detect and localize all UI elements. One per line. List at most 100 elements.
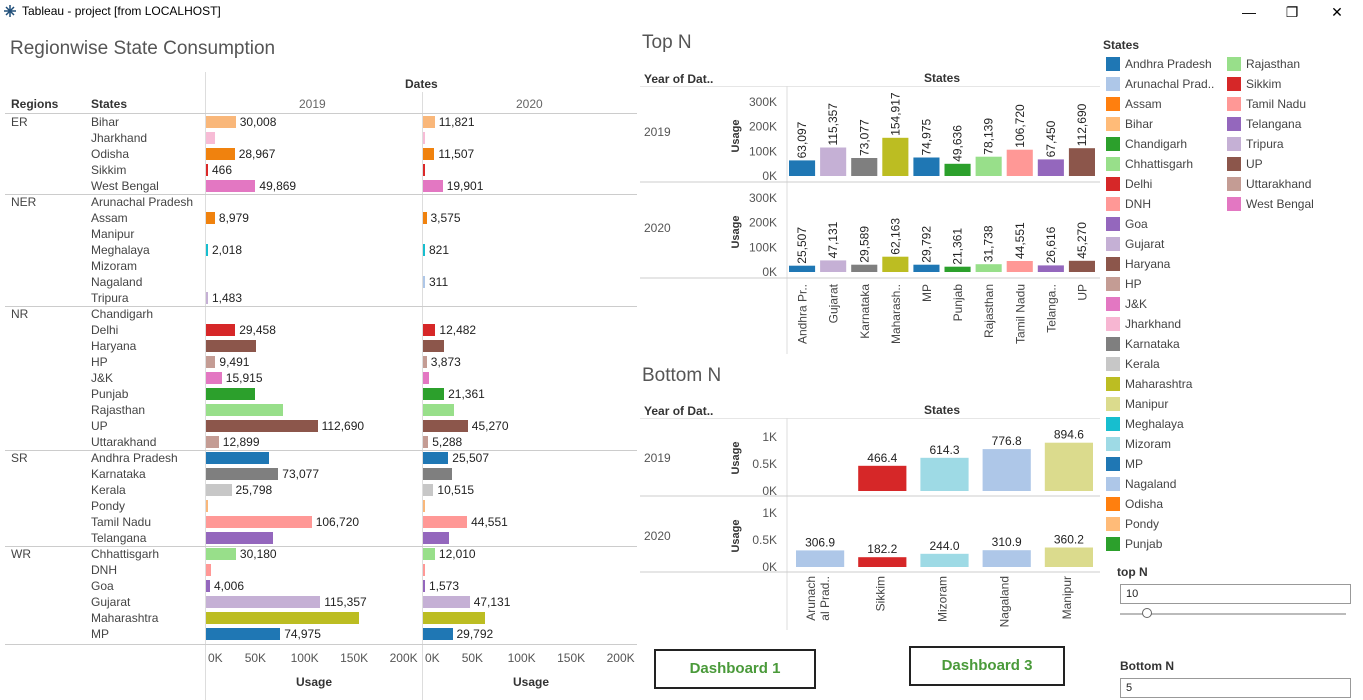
legend-label[interactable]: Punjab — [1125, 537, 1163, 551]
usage-bar[interactable] — [206, 612, 360, 624]
legend-label[interactable]: Gujarat — [1125, 237, 1165, 251]
legend-label[interactable]: Chandigarh — [1125, 137, 1188, 151]
legend-swatch[interactable] — [1106, 257, 1120, 271]
legend-swatch[interactable] — [1106, 497, 1120, 511]
legend-swatch[interactable] — [1106, 417, 1120, 431]
usage-bar[interactable] — [423, 628, 453, 640]
legend-swatch[interactable] — [1106, 317, 1120, 331]
legend-swatch[interactable] — [1106, 117, 1120, 131]
legend-swatch[interactable] — [1227, 137, 1241, 151]
topn-slider-thumb[interactable] — [1142, 608, 1152, 618]
legend-label[interactable]: West Bengal — [1246, 197, 1314, 211]
legend-swatch[interactable] — [1106, 437, 1120, 451]
topn-slider-track[interactable] — [1120, 613, 1346, 615]
usage-bar[interactable] — [423, 500, 425, 512]
legend-label[interactable]: Kerala — [1125, 357, 1160, 371]
usage-bar[interactable] — [423, 484, 434, 496]
legend-swatch[interactable] — [1106, 537, 1120, 551]
dashboard1-button[interactable]: Dashboard 1 — [654, 649, 816, 689]
usage-bar[interactable] — [206, 452, 269, 464]
legend-label[interactable]: Telangana — [1246, 117, 1302, 131]
usage-bar[interactable] — [206, 532, 273, 544]
legend-label[interactable]: Sikkim — [1246, 77, 1282, 91]
usage-bar[interactable] — [423, 596, 470, 608]
usage-bar[interactable] — [423, 164, 425, 176]
usage-bar[interactable] — [206, 180, 256, 192]
usage-bar[interactable] — [423, 404, 455, 416]
usage-bar[interactable] — [423, 244, 425, 256]
usage-bar[interactable] — [206, 420, 318, 432]
usage-bar[interactable] — [206, 340, 256, 352]
usage-bar[interactable] — [206, 148, 235, 160]
legend-label[interactable]: Nagaland — [1125, 477, 1177, 491]
legend-label[interactable]: Andhra Pradesh — [1125, 57, 1212, 71]
usage-bar[interactable] — [423, 148, 435, 160]
usage-bar[interactable] — [206, 404, 284, 416]
legend-swatch[interactable] — [1106, 397, 1120, 411]
usage-bar[interactable] — [206, 356, 216, 368]
usage-bar[interactable] — [423, 212, 427, 224]
legend-label[interactable]: Manipur — [1125, 397, 1169, 411]
legend-label[interactable]: Haryana — [1125, 257, 1171, 271]
usage-bar[interactable] — [206, 388, 256, 400]
usage-bar[interactable] — [206, 324, 236, 336]
legend-swatch[interactable] — [1227, 157, 1241, 171]
usage-bar[interactable] — [206, 484, 232, 496]
usage-bar[interactable] — [423, 580, 425, 592]
bottomn-param-input[interactable]: 5 — [1120, 678, 1351, 698]
usage-bar[interactable] — [423, 276, 425, 288]
usage-bar[interactable] — [423, 324, 436, 336]
usage-bar[interactable] — [206, 628, 281, 640]
usage-bar[interactable] — [206, 116, 236, 128]
legend-label[interactable]: UP — [1246, 157, 1263, 171]
legend-swatch[interactable] — [1106, 177, 1120, 191]
minimize-button[interactable]: — — [1242, 4, 1256, 20]
legend-label[interactable]: Delhi — [1125, 177, 1153, 191]
legend-label[interactable]: Mizoram — [1125, 437, 1172, 451]
usage-bar[interactable] — [206, 468, 279, 480]
usage-bar[interactable] — [423, 356, 427, 368]
legend-label[interactable]: HP — [1125, 277, 1142, 291]
legend-swatch[interactable] — [1227, 197, 1241, 211]
usage-bar[interactable] — [423, 180, 443, 192]
legend-label[interactable]: Pondy — [1125, 517, 1160, 531]
legend-swatch[interactable] — [1106, 377, 1120, 391]
legend-label[interactable]: Meghalaya — [1125, 417, 1184, 431]
legend-swatch[interactable] — [1106, 57, 1120, 71]
usage-bar[interactable] — [206, 212, 215, 224]
usage-bar[interactable] — [206, 436, 219, 448]
legend-label[interactable]: Tripura — [1246, 137, 1284, 151]
legend-label[interactable]: Goa — [1125, 217, 1148, 231]
usage-bar[interactable] — [423, 468, 453, 480]
restore-button[interactable]: ❐ — [1285, 4, 1299, 20]
usage-bar[interactable] — [206, 580, 210, 592]
legend-swatch[interactable] — [1227, 57, 1241, 71]
legend-label[interactable]: Arunachal Prad.. — [1125, 77, 1215, 91]
usage-bar[interactable] — [423, 420, 468, 432]
usage-bar[interactable] — [423, 452, 449, 464]
usage-bar[interactable] — [206, 132, 215, 144]
usage-bar[interactable] — [206, 372, 222, 384]
usage-bar[interactable] — [423, 436, 429, 448]
legend-label[interactable]: J&K — [1125, 297, 1148, 311]
legend-label[interactable]: Tamil Nadu — [1246, 97, 1307, 111]
usage-bar[interactable] — [423, 612, 485, 624]
legend-label[interactable]: MP — [1125, 457, 1143, 471]
legend-label[interactable]: Odisha — [1125, 497, 1164, 511]
usage-bar[interactable] — [206, 500, 208, 512]
usage-bar[interactable] — [423, 340, 444, 352]
legend-label[interactable]: Chhattisgarh — [1125, 157, 1194, 171]
legend-label[interactable]: Rajasthan — [1246, 57, 1301, 71]
legend-swatch[interactable] — [1106, 217, 1120, 231]
legend-label[interactable]: Jharkhand — [1125, 317, 1182, 331]
legend-swatch[interactable] — [1106, 97, 1120, 111]
legend-swatch[interactable] — [1106, 157, 1120, 171]
legend-label[interactable]: Karnataka — [1125, 337, 1180, 351]
legend-swatch[interactable] — [1106, 517, 1120, 531]
legend-swatch[interactable] — [1227, 177, 1241, 191]
usage-bar[interactable] — [206, 564, 211, 576]
usage-bar[interactable] — [206, 516, 312, 528]
legend-label[interactable]: Maharashtra — [1125, 377, 1193, 391]
usage-bar[interactable] — [423, 132, 425, 144]
usage-bar[interactable] — [423, 116, 435, 128]
